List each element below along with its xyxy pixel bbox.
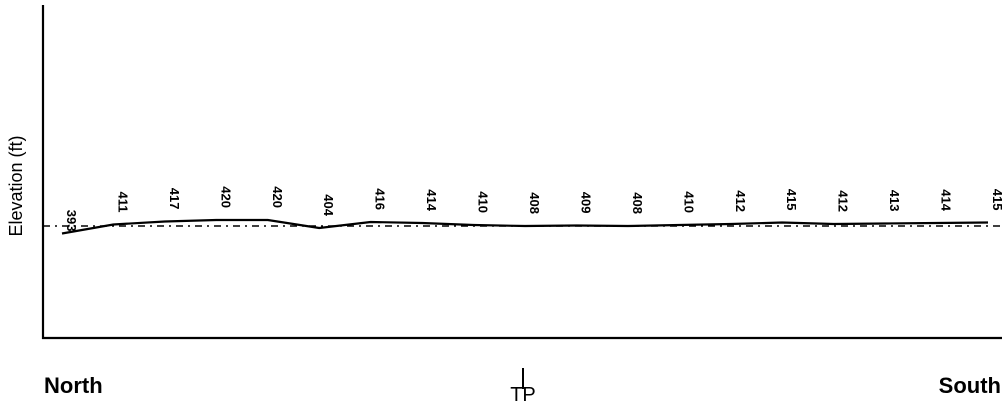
value-label: 410: [681, 191, 696, 213]
north-end-label: North: [44, 373, 103, 398]
value-label: 416: [373, 188, 388, 210]
value-label: 414: [424, 189, 439, 211]
value-label: 410: [476, 191, 491, 213]
south-end-label: South: [939, 373, 1001, 398]
value-label: 412: [836, 190, 851, 212]
value-label: 417: [167, 188, 182, 210]
value-label: 408: [630, 192, 645, 214]
value-labels-group: 393 411 417 420 420 404 416 414 410 408 409 408 410 4…: [64, 186, 1005, 231]
value-label: 420: [218, 186, 233, 208]
value-label: 413: [887, 190, 902, 212]
tp-marker-label: TP: [510, 384, 536, 403]
value-label: 414: [939, 189, 954, 211]
value-label: 404: [321, 194, 336, 216]
value-label: 412: [733, 190, 748, 212]
value-label: 409: [578, 192, 593, 214]
y-axis-label: Elevation (ft): [6, 135, 26, 236]
value-label: 411: [115, 192, 130, 213]
value-label: 415: [784, 189, 799, 211]
value-label: 420: [270, 186, 285, 208]
value-label: 408: [527, 192, 542, 214]
value-label: 393: [64, 210, 79, 232]
elevation-profile-line: [61, 218, 989, 235]
value-label: 415: [990, 189, 1005, 211]
